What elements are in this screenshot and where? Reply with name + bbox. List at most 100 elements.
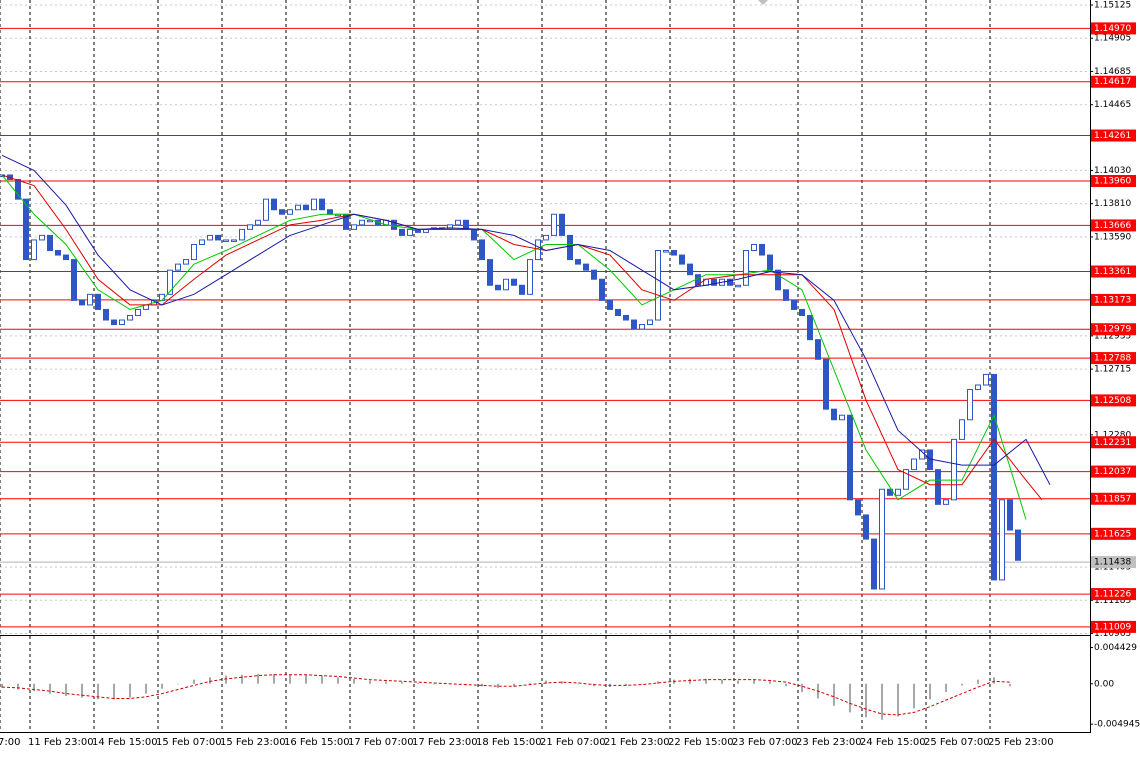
histogram-bar bbox=[257, 673, 259, 684]
histogram-bar bbox=[929, 683, 931, 700]
candle bbox=[663, 250, 669, 253]
level-label: 1.11226 bbox=[1094, 590, 1131, 600]
candle bbox=[135, 308, 141, 316]
candle bbox=[623, 314, 629, 321]
x-tick-label: 17 Feb 23:00 bbox=[412, 737, 478, 748]
candle bbox=[183, 259, 189, 265]
candle bbox=[311, 198, 317, 211]
candle bbox=[463, 219, 469, 230]
histogram-bar bbox=[417, 682, 419, 684]
candle bbox=[975, 384, 981, 391]
level-label-box bbox=[1091, 75, 1136, 88]
candle bbox=[735, 284, 741, 288]
ma-line bbox=[1, 174, 1027, 520]
current-price-label: 1.11438 bbox=[1094, 558, 1131, 568]
candle bbox=[935, 469, 941, 505]
histogram-bar bbox=[225, 675, 227, 684]
x-tick-label: 25 Feb 23:00 bbox=[988, 737, 1054, 748]
histogram-bar bbox=[289, 674, 291, 684]
x-tick-label: 25 Feb 07:00 bbox=[924, 737, 990, 748]
candle bbox=[711, 278, 717, 286]
candle bbox=[823, 358, 829, 410]
candle bbox=[815, 339, 821, 360]
candle bbox=[247, 224, 253, 230]
histogram-bar bbox=[113, 683, 115, 700]
candle bbox=[199, 239, 205, 245]
candle bbox=[207, 234, 213, 241]
candle bbox=[647, 319, 653, 326]
candle bbox=[103, 308, 109, 321]
candle bbox=[895, 488, 901, 496]
level-label-box bbox=[1091, 219, 1136, 232]
x-tick-label: 16 Feb 15:00 bbox=[284, 737, 350, 748]
candle bbox=[399, 228, 405, 236]
histogram-bar bbox=[241, 674, 243, 684]
histogram-bar bbox=[321, 675, 323, 684]
histogram-bar bbox=[17, 683, 19, 690]
candle bbox=[871, 538, 877, 590]
shift-marker bbox=[758, 0, 768, 5]
candle bbox=[479, 239, 485, 261]
candle bbox=[295, 204, 301, 211]
candle bbox=[727, 278, 733, 286]
candle bbox=[471, 228, 477, 241]
level-label-box bbox=[1091, 323, 1136, 336]
candle bbox=[127, 314, 133, 321]
candle bbox=[487, 259, 493, 286]
candle bbox=[159, 293, 165, 301]
candle bbox=[263, 198, 269, 221]
level-label: 1.13173 bbox=[1094, 295, 1131, 305]
y-tick-label: 1.11185 bbox=[1094, 596, 1131, 606]
level-label-box bbox=[1091, 175, 1136, 188]
candle bbox=[591, 269, 597, 280]
histogram-bar bbox=[97, 683, 99, 700]
candle bbox=[847, 414, 853, 501]
histogram-bar bbox=[529, 682, 531, 684]
candle bbox=[167, 269, 173, 295]
y-tick-label: 1.13810 bbox=[1094, 199, 1131, 209]
candle bbox=[31, 239, 37, 261]
candle bbox=[615, 308, 621, 316]
marks bbox=[0, 27, 1090, 720]
candle bbox=[279, 209, 285, 215]
x-tick-label: 24 Feb 15:00 bbox=[860, 737, 926, 748]
candle bbox=[119, 319, 125, 326]
histogram-bar bbox=[209, 677, 211, 684]
candle bbox=[551, 213, 557, 236]
x-tick-label: 14 Feb 15:00 bbox=[92, 737, 158, 748]
histogram-bar bbox=[865, 683, 867, 718]
candle bbox=[839, 414, 845, 421]
candle bbox=[999, 499, 1005, 581]
histogram-bar bbox=[193, 679, 195, 684]
level-label-box bbox=[1091, 22, 1136, 35]
level-label: 1.12037 bbox=[1094, 467, 1131, 477]
candle bbox=[1007, 499, 1013, 531]
y-tick-label: 1.14905 bbox=[1094, 34, 1131, 44]
candle bbox=[767, 254, 773, 271]
x-tick-label: 17 Feb 07:00 bbox=[348, 737, 414, 748]
candle bbox=[39, 234, 45, 241]
candle bbox=[47, 234, 53, 252]
level-label-box bbox=[1091, 394, 1136, 407]
histogram-bar bbox=[369, 680, 371, 684]
histogram-bar bbox=[801, 683, 803, 692]
candle bbox=[655, 250, 661, 321]
y-tick-label: 1.15125 bbox=[1094, 0, 1131, 10]
x-tick-label: 22 Feb 15:00 bbox=[668, 737, 734, 748]
histogram-bar bbox=[49, 683, 51, 694]
x-tick-label: 23 Feb 07:00 bbox=[732, 737, 798, 748]
histogram-bar bbox=[401, 682, 403, 684]
candle bbox=[63, 254, 69, 261]
candle bbox=[367, 219, 373, 223]
x-tick-label: 11 Feb 23:00 bbox=[28, 737, 94, 748]
histogram-bar bbox=[433, 683, 435, 685]
histogram-bar bbox=[577, 683, 579, 685]
candle bbox=[287, 209, 293, 215]
y-tick-label: 1.10965 bbox=[1094, 629, 1131, 639]
candle bbox=[567, 234, 573, 261]
candle bbox=[239, 228, 245, 241]
candle bbox=[303, 204, 309, 211]
x-tick-label: 21 Feb 07:00 bbox=[540, 737, 606, 748]
candle bbox=[23, 198, 29, 261]
candle bbox=[527, 259, 533, 295]
